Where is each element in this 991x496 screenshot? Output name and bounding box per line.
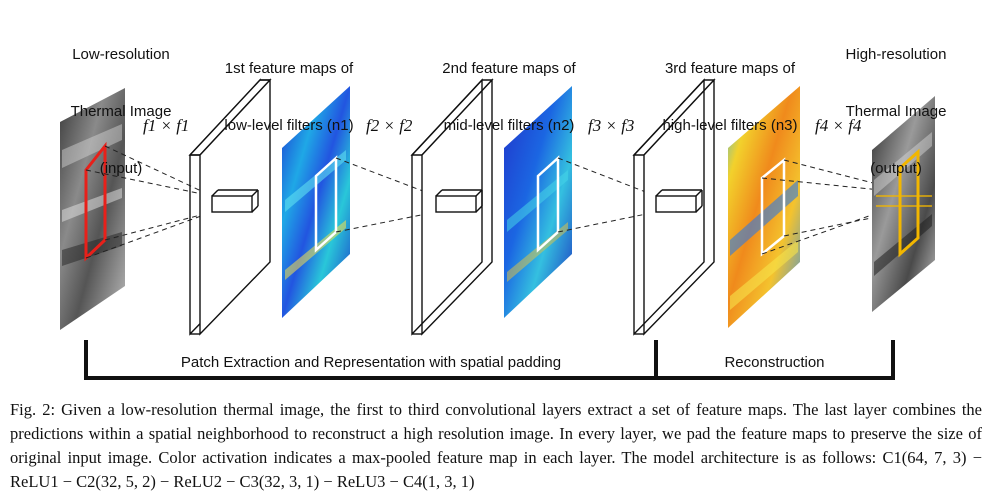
fm3-label-line-2: high-level filters (n3)	[662, 117, 798, 134]
figure-caption: Fig. 2: Given a low-resolution thermal i…	[10, 398, 982, 494]
conv-block-1	[188, 78, 272, 336]
filter-size-3: f3 × f3	[588, 116, 635, 135]
diagram-canvas	[60, 78, 935, 380]
feature-map-2	[504, 86, 572, 318]
reconstruction-label: Reconstruction	[724, 354, 825, 371]
reconstruction-bracket	[656, 340, 895, 380]
fm3-label: 3rd feature maps of high-level filters (…	[640, 21, 820, 173]
feature-map-3	[728, 86, 800, 328]
feature-map-1	[282, 86, 350, 318]
input-label: Low-resolution Thermal Image (input)	[52, 7, 190, 216]
filter-size-1: f1 × f1	[143, 116, 190, 135]
output-highlight-box	[898, 148, 920, 258]
patch-extraction-bracket	[84, 340, 658, 380]
stage-brackets	[84, 340, 895, 380]
conv-block-2	[410, 78, 494, 336]
fm2-label: 2nd feature maps of mid-level filters (n…	[420, 21, 598, 173]
fm2-label-line-1: 2nd feature maps of	[442, 60, 576, 77]
filter-size-4: f4 × f4	[815, 116, 862, 135]
input-label-line-3: (input)	[99, 160, 143, 177]
output-label-line-2: Thermal Image	[845, 103, 947, 120]
fm1-label: 1st feature maps of low-level filters (n…	[200, 21, 378, 173]
output-label-line-1: High-resolution	[845, 46, 947, 63]
output-label-line-3: (output)	[870, 160, 922, 177]
projection-lines-1	[85, 145, 213, 259]
fm1-label-line-1: 1st feature maps of	[224, 60, 354, 77]
caption-prefix: Fig. 2:	[10, 400, 56, 419]
input-label-line-1: Low-resolution	[72, 46, 170, 63]
fm3-label-line-1: 3rd feature maps of	[664, 60, 796, 77]
output-thermal-image	[872, 96, 935, 312]
projection-lines-3	[557, 157, 657, 233]
conv-block-3	[632, 78, 716, 336]
projection-lines-2	[335, 157, 437, 233]
caption-text: Given a low-resolution thermal image, th…	[10, 400, 982, 491]
input-label-line-2: Thermal Image	[70, 103, 172, 120]
fm1-label-line-2: low-level filters (n1)	[224, 117, 354, 134]
output-label: High-resolution Thermal Image (output)	[826, 7, 966, 216]
patch-extraction-label: Patch Extraction and Representation with…	[180, 354, 562, 371]
fm2-label-line-2: mid-level filters (n2)	[443, 117, 575, 134]
filter-size-2: f2 × f2	[366, 116, 413, 135]
